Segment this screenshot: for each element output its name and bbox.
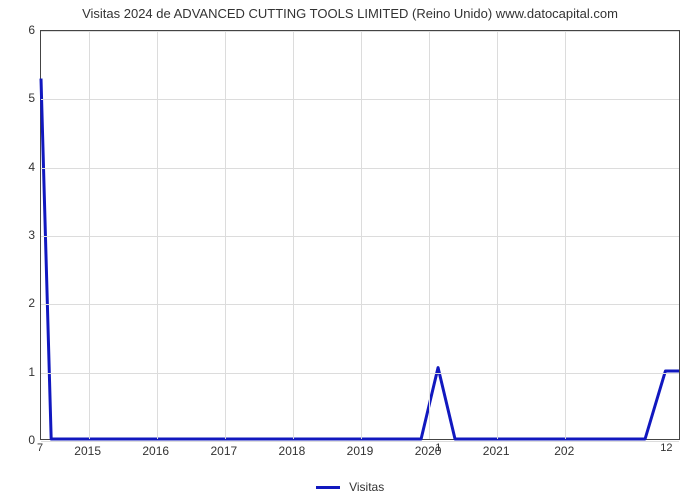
y-tick-label: 6 (5, 23, 35, 37)
gridline-v (89, 31, 90, 439)
gridline-v (429, 31, 430, 439)
data-point-label: 1 (435, 442, 441, 454)
gridline-v (157, 31, 158, 439)
plot-area (40, 30, 680, 440)
gridline-v (565, 31, 566, 439)
y-tick-label: 4 (5, 160, 35, 174)
gridline-h (41, 304, 679, 305)
x-tick-label: 2021 (483, 444, 510, 458)
y-tick-label: 2 (5, 296, 35, 310)
x-tick-label: 2016 (142, 444, 169, 458)
gridline-v (225, 31, 226, 439)
gridline-h (41, 373, 679, 374)
legend-label: Visitas (349, 480, 384, 494)
gridline-h (41, 99, 679, 100)
gridline-h (41, 441, 679, 442)
gridline-h (41, 168, 679, 169)
y-tick-label: 5 (5, 91, 35, 105)
x-tick-label: 202 (554, 444, 574, 458)
gridline-v (497, 31, 498, 439)
y-tick-label: 0 (5, 433, 35, 447)
legend-swatch (316, 486, 340, 489)
x-tick-label: 2017 (210, 444, 237, 458)
data-point-label: 12 (660, 442, 672, 454)
chart-container: Visitas 2024 de ADVANCED CUTTING TOOLS L… (0, 0, 700, 500)
x-tick-label: 2015 (74, 444, 101, 458)
gridline-h (41, 31, 679, 32)
gridline-v (293, 31, 294, 439)
gridline-v (361, 31, 362, 439)
gridline-h (41, 236, 679, 237)
x-tick-label: 2019 (347, 444, 374, 458)
y-tick-label: 3 (5, 228, 35, 242)
x-tick-label: 2018 (279, 444, 306, 458)
data-point-label: 7 (37, 442, 43, 454)
line-series (41, 31, 679, 439)
y-tick-label: 1 (5, 365, 35, 379)
chart-title: Visitas 2024 de ADVANCED CUTTING TOOLS L… (0, 6, 700, 21)
legend: Visitas (0, 480, 700, 494)
